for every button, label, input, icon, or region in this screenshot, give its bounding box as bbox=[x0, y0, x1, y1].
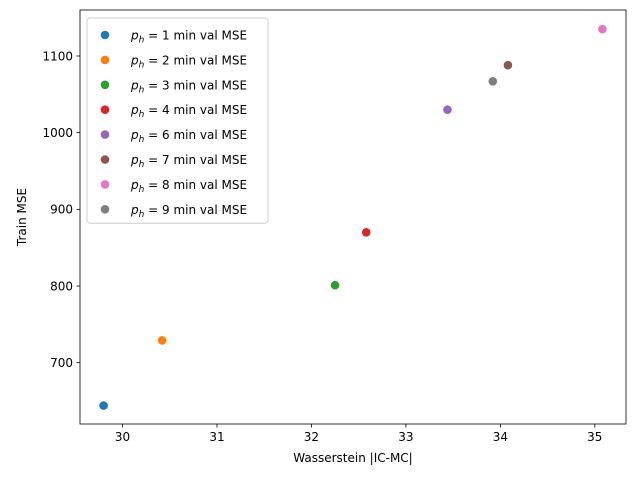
legend-entry-label: ph = 4 min val MSE bbox=[130, 103, 247, 120]
data-point bbox=[157, 336, 167, 345]
y-tick-label: 900 bbox=[50, 203, 73, 217]
legend-marker bbox=[100, 80, 110, 90]
legend-marker bbox=[100, 180, 110, 189]
x-tick-label: 32 bbox=[304, 430, 319, 444]
x-tick-label: 35 bbox=[587, 430, 602, 444]
legend-entry-label: ph = 8 min val MSE bbox=[130, 178, 247, 195]
legend-marker bbox=[100, 130, 110, 139]
legend-marker bbox=[100, 155, 110, 164]
legend-entry-label: ph = 9 min val MSE bbox=[130, 203, 247, 220]
y-tick-label: 800 bbox=[50, 279, 73, 293]
data-point bbox=[361, 228, 371, 237]
x-tick-label: 31 bbox=[209, 430, 224, 444]
legend-marker bbox=[100, 205, 110, 214]
legend: ph = 1 min val MSE ph = 2 min val MSE ph =… bbox=[86, 17, 269, 224]
x-tick-label: 34 bbox=[493, 430, 508, 444]
data-points bbox=[99, 24, 607, 410]
legend-box bbox=[86, 17, 269, 224]
plot-frame bbox=[79, 9, 627, 425]
legend-entry-label: ph = 2 min val MSE bbox=[130, 53, 247, 70]
x-tick-label: 33 bbox=[398, 430, 413, 444]
y-tick-label: 700 bbox=[50, 356, 73, 370]
data-point bbox=[330, 280, 340, 290]
legend-entry-label: ph = 7 min val MSE bbox=[130, 153, 247, 170]
axis-ticks: 30 31 32 33 34 35 700 800 900 1000 1100 bbox=[42, 49, 602, 444]
legend-entry-label: ph = 3 min val MSE bbox=[130, 78, 247, 95]
x-axis-label: Wasserstein |IC-MC| bbox=[293, 451, 412, 465]
data-point bbox=[99, 401, 108, 410]
legend-entry-label: ph = 1 min val MSE bbox=[130, 29, 247, 46]
data-point bbox=[503, 60, 513, 70]
y-axis-label: Train MSE bbox=[15, 188, 29, 247]
data-point bbox=[443, 105, 452, 114]
legend-marker bbox=[100, 105, 110, 114]
legend-marker bbox=[100, 55, 110, 65]
y-tick-label: 1100 bbox=[42, 49, 73, 63]
legend-marker bbox=[100, 30, 110, 40]
y-tick-label: 1000 bbox=[42, 126, 73, 140]
legend-entry-label: ph = 6 min val MSE bbox=[130, 128, 247, 145]
x-tick-label: 30 bbox=[115, 430, 130, 444]
data-point bbox=[598, 24, 607, 34]
data-point bbox=[488, 77, 498, 86]
